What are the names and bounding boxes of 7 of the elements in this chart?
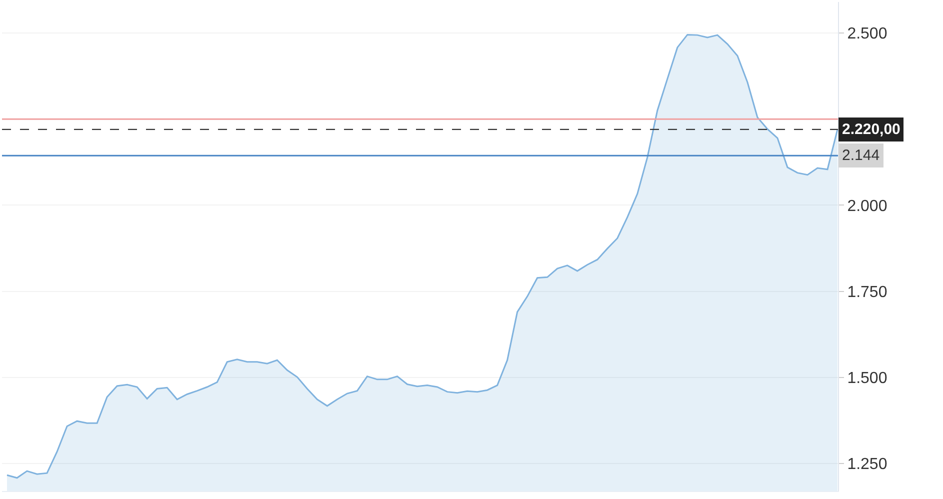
y-tick-label: 1.250 [847, 456, 888, 474]
y-tick-label: 2.500 [847, 26, 888, 43]
ref-line-label: 2.144 [842, 147, 880, 164]
y-tick-label: 2.000 [847, 198, 888, 215]
y-tick-label: 1.750 [847, 284, 888, 301]
ref-line-label: 2.220,00 [842, 121, 900, 138]
y-tick-label: 1.500 [847, 370, 888, 387]
